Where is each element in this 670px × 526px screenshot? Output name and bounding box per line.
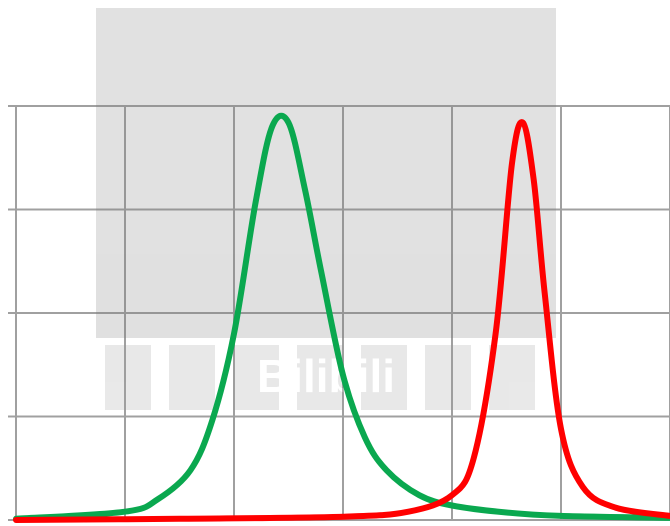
watermark-block: [105, 345, 151, 410]
watermark-text: Bilibili: [257, 350, 395, 402]
watermark-graphic: Bilibili: [96, 8, 556, 410]
watermark-block: [425, 345, 471, 410]
watermark-block: [489, 345, 535, 410]
watermark-block: [169, 345, 215, 410]
watermark-block: [361, 345, 407, 410]
series-line-1: [13, 112, 670, 522]
watermark-logo: Bilibili: [96, 8, 556, 410]
watermark-block: [233, 345, 279, 410]
series-line-2: [13, 119, 670, 523]
series-group: [13, 112, 670, 523]
